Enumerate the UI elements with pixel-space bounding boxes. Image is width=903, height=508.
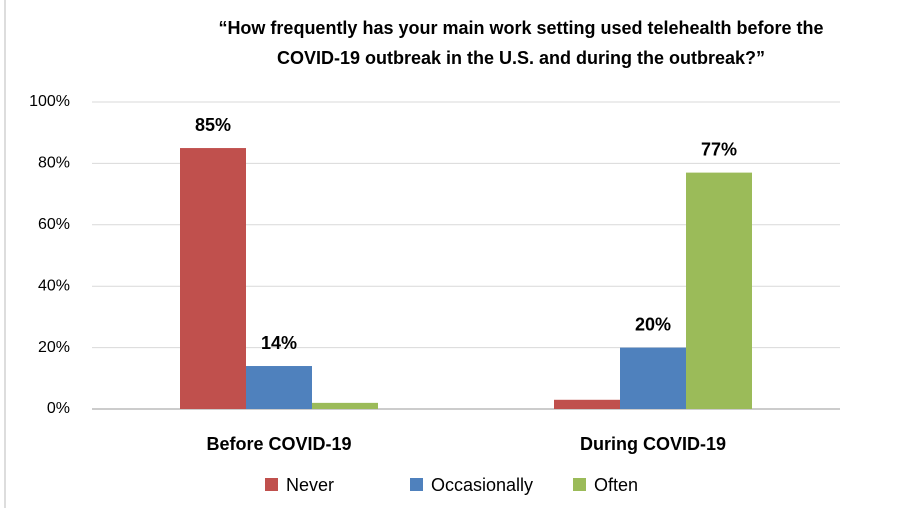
bar [312,402,378,409]
legend-label: Occasionally [431,475,533,495]
legend-swatch [410,478,423,491]
y-tick-label: 20% [38,339,70,356]
legend-swatch [265,478,278,491]
y-tick-label: 100% [29,93,70,110]
legend-swatch [573,478,586,491]
bar [246,366,312,409]
value-label: 77% [701,139,737,159]
bar [180,148,246,410]
y-tick-label: 0% [47,400,70,417]
legend-label: Often [594,475,638,495]
bar [686,172,752,409]
y-tick-label: 60% [38,216,70,233]
value-label: 85% [195,115,231,135]
chart-title: COVID-19 outbreak in the U.S. and during… [277,48,765,68]
value-label: 14% [261,333,297,353]
x-tick-label: Before COVID-19 [206,434,351,454]
bar [554,399,620,409]
y-tick-label: 80% [38,155,70,172]
value-label: 20% [635,314,671,334]
y-tick-label: 40% [38,277,70,294]
x-tick-label: During COVID-19 [580,434,726,454]
legend-label: Never [286,475,334,495]
chart-title: “How frequently has your main work setti… [218,18,823,38]
bar [620,347,686,409]
